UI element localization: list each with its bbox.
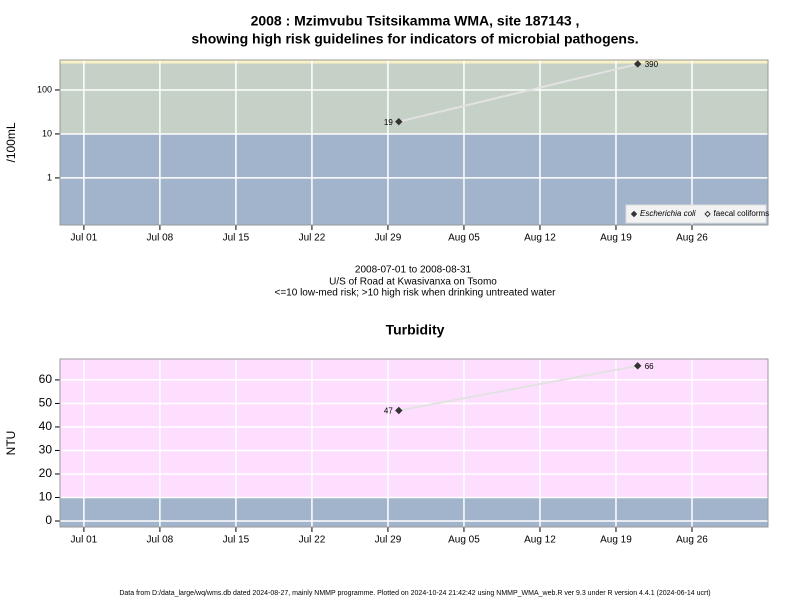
y-tick-label: 10 (39, 490, 53, 504)
plot-frame (59, 59, 769, 226)
legend-marker (704, 210, 711, 218)
y-tick-label: 20 (39, 466, 53, 480)
x-tick-label: Jul 08 (147, 535, 174, 546)
data-label: 390 (645, 60, 659, 69)
title-line: 2008 : Mzimvubu Tsitsikamma WMA, site 18… (251, 13, 580, 29)
risk-band (60, 63, 768, 134)
note: <=10 low-med risk; >10 high risk when dr… (275, 288, 557, 299)
y-axis-label: /100mL (4, 122, 18, 162)
y-tick-label: 50 (39, 396, 53, 410)
x-tick-label: Jul 01 (71, 535, 98, 546)
x-tick-label: Jul 29 (375, 535, 402, 546)
series-line (398, 62, 638, 123)
plot-frame (59, 358, 769, 528)
x-tick-label: Aug 19 (600, 535, 632, 546)
y-tick-label: 30 (39, 443, 53, 457)
y-tick-label: 60 (39, 372, 53, 386)
x-tick-label: Jul 22 (299, 233, 326, 244)
series-line (398, 364, 638, 412)
legend-label: faecal coliforms (714, 209, 770, 218)
y-tick-label: 0 (45, 513, 52, 527)
data-label: 66 (645, 362, 654, 371)
data-label: 47 (384, 407, 393, 416)
x-tick-label: Jul 15 (223, 535, 250, 546)
risk-band (60, 60, 768, 64)
y-tick-label: 1 (47, 172, 52, 182)
y-tick-label: 10 (42, 128, 52, 138)
title-line: showing high risk guidelines for indicat… (191, 31, 638, 47)
x-tick-label: Jul 15 (223, 233, 250, 244)
note: U/S of Road at Kwasivanxa on Tsomo (329, 277, 497, 288)
note: 2008-07-01 to 2008-08-31 (355, 265, 472, 276)
legend-marker (630, 210, 638, 218)
data-point (633, 60, 642, 68)
y-tick-label: 40 (39, 419, 53, 433)
chart-title: Turbidity (386, 322, 445, 338)
x-tick-label: Jul 22 (299, 535, 326, 546)
legend-box (625, 204, 767, 224)
x-tick-label: Aug 12 (524, 535, 556, 546)
footer: Data from D:/data_large/wq/wms.db dated … (119, 590, 710, 597)
x-tick-label: Jul 29 (375, 233, 402, 244)
y-tick-label: 100 (37, 84, 52, 94)
x-tick-label: Aug 19 (600, 233, 632, 244)
legend-label: Escherichia coli (640, 209, 696, 218)
x-tick-label: Aug 05 (448, 535, 480, 546)
x-tick-label: Jul 08 (147, 233, 174, 244)
data-point (395, 117, 403, 126)
x-tick-label: Jul 01 (71, 233, 98, 244)
x-tick-label: Aug 05 (448, 233, 480, 244)
data-label: 19 (384, 118, 393, 127)
data-point (633, 362, 642, 370)
risk-band (60, 497, 768, 527)
y-axis-label: NTU (4, 431, 18, 456)
x-tick-label: Aug 26 (676, 233, 708, 244)
x-tick-label: Aug 26 (676, 535, 708, 546)
data-point (395, 406, 403, 415)
x-tick-label: Aug 12 (524, 233, 556, 244)
